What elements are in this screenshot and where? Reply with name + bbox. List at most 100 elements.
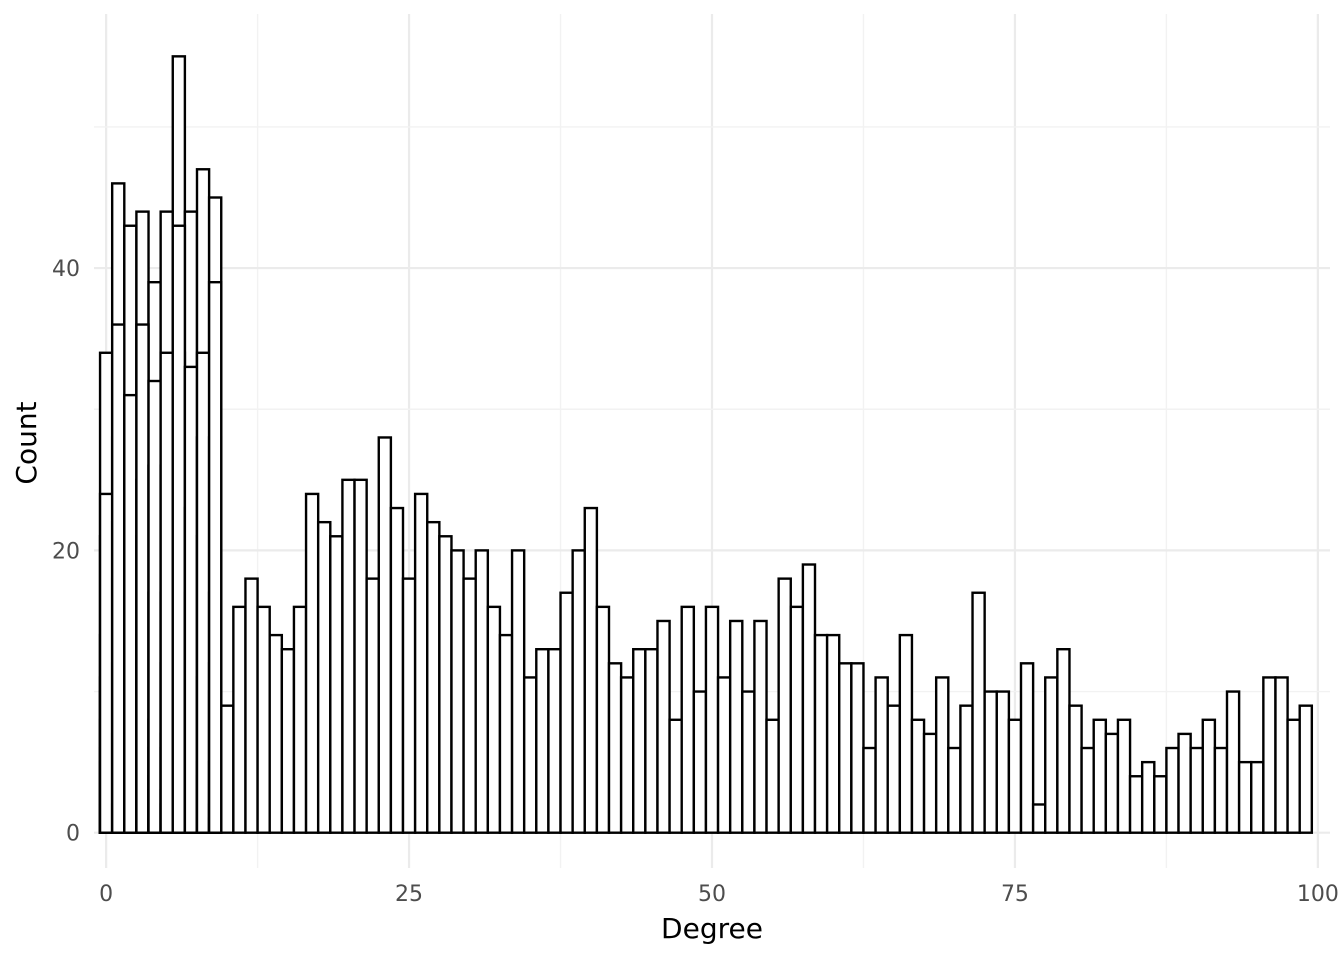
histogram-bar: [1177, 732, 1192, 834]
histogram-bar: [583, 506, 599, 834]
histogram-bar: [728, 619, 744, 834]
histogram-bars: [98, 55, 1314, 834]
histogram-bar: [486, 605, 502, 834]
x-axis-title: Degree: [661, 912, 763, 945]
histogram-bar: [244, 577, 259, 834]
histogram-bar: [365, 577, 380, 834]
histogram-bar: [462, 577, 477, 834]
histogram-bar: [559, 591, 574, 834]
histogram-bar: [341, 478, 356, 834]
histogram-bar: [1031, 803, 1047, 834]
histogram-bar: [619, 676, 635, 834]
histogram-bar: [595, 605, 611, 834]
histogram-bar: [704, 605, 720, 834]
histogram-bar: [450, 549, 465, 834]
histogram-bar: [898, 633, 914, 834]
histogram-bar: [353, 478, 368, 834]
histogram-bar: [1080, 746, 1095, 834]
histogram-bar: [922, 732, 938, 834]
histogram-bar: [1237, 760, 1253, 834]
histogram-bar: [268, 633, 284, 834]
y-tick-label: 0: [66, 822, 80, 847]
y-tick-label: 40: [52, 257, 80, 282]
histogram-bar: [801, 563, 817, 834]
histogram-bar: [1104, 732, 1120, 834]
histogram-layer-bar: [135, 323, 150, 834]
histogram-layer-bar: [207, 280, 223, 834]
histogram-bar: [995, 690, 1011, 834]
histogram-bar: [959, 704, 974, 834]
histogram-bar: [535, 648, 550, 834]
histogram-bar: [886, 704, 902, 834]
histogram-bar: [1298, 704, 1314, 834]
histogram-bar: [1213, 746, 1229, 834]
histogram-bar: [825, 633, 841, 834]
histogram-bar: [838, 662, 853, 834]
histogram-layer-bar: [98, 492, 114, 834]
histogram-bar: [1165, 746, 1180, 834]
histogram-bar: [862, 746, 877, 834]
histogram-bar: [426, 520, 441, 834]
histogram-bar: [1225, 690, 1241, 834]
histogram-bar: [1019, 662, 1035, 834]
histogram-bar: [934, 676, 950, 834]
y-tick-labels: 0 20 40: [52, 257, 80, 847]
histogram-bar: [1153, 775, 1168, 834]
y-axis-title: Count: [10, 401, 43, 484]
histogram-bar: [438, 535, 453, 834]
histogram-bar: [571, 549, 586, 834]
histogram-bar: [777, 577, 792, 834]
histogram-bar: [1044, 676, 1059, 834]
histogram-bar: [474, 549, 490, 834]
histogram-bar: [1056, 648, 1071, 834]
histogram-bar: [256, 605, 271, 834]
histogram-bar: [1116, 718, 1132, 834]
histogram-bar: [668, 718, 683, 834]
histogram-bar: [947, 746, 962, 834]
histogram-bar: [1092, 718, 1108, 834]
histogram-bar: [1286, 718, 1301, 834]
histogram-bar: [280, 648, 296, 834]
histogram-bar: [292, 605, 308, 834]
histogram-bar: [1140, 760, 1156, 834]
histogram-bar: [304, 492, 320, 834]
histogram-bar: [1128, 775, 1144, 834]
histogram-bar: [874, 676, 889, 834]
histogram-bar: [316, 520, 332, 834]
x-tick-label: 100: [1297, 882, 1339, 907]
histogram-bar: [607, 662, 623, 834]
x-tick-label: 50: [698, 882, 726, 907]
histogram-bar: [389, 506, 405, 834]
histogram-bar: [971, 591, 986, 834]
histogram-bar: [1189, 746, 1204, 834]
histogram-bar: [741, 690, 756, 834]
histogram-bar: [498, 633, 514, 834]
histogram-layer-bar: [123, 393, 138, 834]
histogram-layer-bar: [147, 379, 162, 834]
histogram-bar: [716, 676, 732, 834]
histogram-layer-bar: [171, 224, 187, 834]
histogram-bar: [401, 577, 417, 834]
x-tick-label: 0: [99, 882, 113, 907]
histogram-bar: [765, 718, 780, 834]
histogram-bar: [220, 704, 235, 834]
histogram-layer-bar: [110, 323, 126, 834]
histogram-bar: [656, 619, 671, 834]
histogram-bar: [680, 605, 696, 834]
histogram-bar: [632, 648, 647, 834]
histogram-bar: [753, 619, 768, 834]
histogram-bar: [1007, 718, 1023, 834]
histogram-bar: [1262, 676, 1277, 834]
histogram-bar: [1201, 718, 1217, 834]
x-tick-labels: 0 25 50 75 100: [99, 882, 1339, 907]
histogram-bar: [983, 690, 998, 834]
histogram-bar: [547, 648, 562, 834]
y-tick-label: 20: [52, 539, 80, 564]
histogram-bar: [329, 535, 344, 834]
histogram-bar: [644, 648, 659, 834]
x-tick-label: 25: [395, 882, 423, 907]
histogram-layer-bar: [195, 351, 211, 834]
histogram-layer-bar: [159, 351, 174, 834]
histogram-bar: [692, 690, 708, 834]
